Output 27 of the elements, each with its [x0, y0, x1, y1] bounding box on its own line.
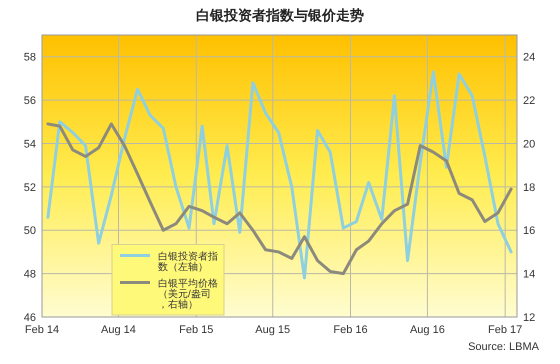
y2-tick-label: 14: [523, 268, 536, 281]
legend-label: 白银平均价格（美元/盎司，右轴）: [158, 278, 218, 310]
x-tick-label: Aug 16: [410, 324, 445, 336]
chart-title: 白银投资者指数与银价走势: [196, 7, 364, 23]
y-tick-label: 50: [24, 225, 36, 238]
y2-tick-label: 20: [523, 138, 536, 150]
y-tick-label: 48: [24, 268, 36, 281]
y2-tick-label: 24: [523, 52, 536, 64]
y-tick-label: 56: [24, 95, 36, 108]
y-tick-label: 52: [24, 182, 36, 194]
x-tick-label: Feb 15: [179, 324, 214, 336]
source-note: Source: LBMA: [468, 341, 540, 353]
y2-tick-label: 18: [523, 182, 536, 194]
line-series: [46, 122, 513, 276]
legend-label: 白银投资者指数（左轴）: [158, 250, 218, 273]
x-tick-label: Feb 14: [24, 324, 60, 336]
y-tick-label: 58: [24, 52, 36, 64]
x-tick-label: Aug 14: [101, 324, 136, 336]
x-tick-label: Feb 16: [333, 324, 368, 336]
y2-tick-label: 16: [523, 225, 536, 238]
y2-tick-label: 22: [523, 95, 536, 108]
y-tick-label: 54: [24, 138, 36, 150]
x-tick-label: Aug 15: [255, 324, 290, 336]
y-tick-label: 46: [24, 312, 36, 324]
line-series: [46, 70, 513, 280]
x-tick-label: Feb 17: [488, 324, 522, 336]
y2-tick-label: 12: [523, 312, 536, 324]
